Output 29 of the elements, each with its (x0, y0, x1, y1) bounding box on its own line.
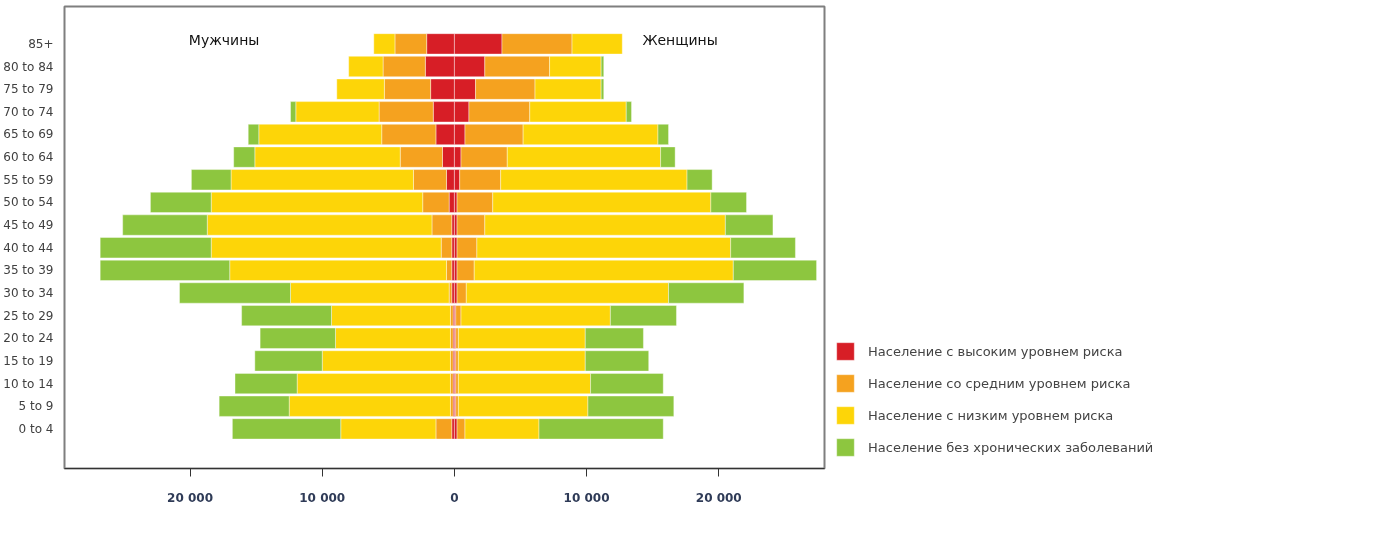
x-tick-label: 0 (450, 490, 459, 505)
y-tick-label: 70 to 74 (3, 104, 54, 119)
y-tick-label: 40 to 44 (3, 240, 54, 255)
y-tick-label: 50 to 54 (3, 195, 54, 210)
y-tick-label: 55 to 59 (3, 172, 54, 187)
annotation: Женщины (642, 32, 718, 49)
y-tick-label: 15 to 19 (3, 353, 54, 368)
legend-label: Население с высоким уровнем риска (868, 343, 1123, 359)
y-tick-label: 85+ (28, 36, 54, 51)
x-tick-label: 20 000 (695, 490, 742, 505)
y-tick-label: 75 to 79 (3, 82, 54, 97)
legend-label: Население без хронических заболеваний (868, 439, 1154, 455)
x-tick-label: 20 000 (167, 490, 214, 505)
y-tick-label: 25 to 29 (3, 308, 54, 323)
legend-label: Население с низким уровнем риска (868, 407, 1114, 423)
legend-label: Население со средним уровнем риска (868, 375, 1131, 391)
y-tick-label: 30 to 34 (3, 285, 54, 300)
y-tick-label: 45 to 49 (3, 218, 54, 233)
y-tick-label: 35 to 39 (3, 263, 54, 278)
x-tick-label: 10 000 (563, 490, 610, 505)
y-tick-label: 0 to 4 (18, 421, 54, 436)
annotation: Мужчины (188, 32, 260, 49)
y-tick-label: 10 to 14 (3, 376, 54, 391)
y-tick-label: 20 to 24 (3, 331, 54, 346)
y-tick-label: 80 to 84 (3, 59, 54, 74)
y-tick-label: 60 to 64 (3, 150, 54, 165)
y-tick-label: 5 to 9 (18, 399, 54, 414)
y-tick-label: 65 to 69 (3, 127, 54, 142)
x-tick-label: 10 000 (299, 490, 346, 505)
